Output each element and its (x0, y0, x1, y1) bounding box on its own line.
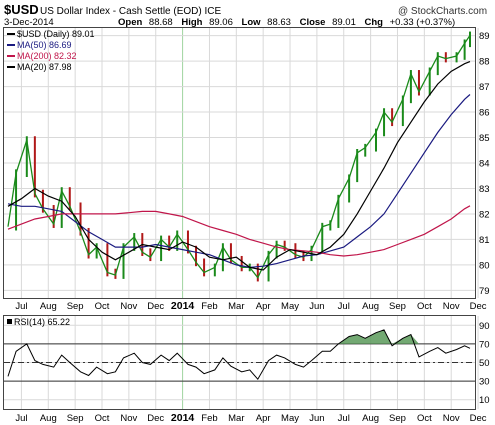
legend-item-3: MA(20) 87.98 (17, 62, 72, 72)
rsi-xtick-2: Sep (67, 413, 84, 424)
rsi-xtick-12: Jul (338, 413, 350, 424)
price-xtick-10: May (281, 301, 299, 312)
rsi-ytick-70: 70 (479, 339, 490, 350)
close-label: Close (300, 17, 326, 28)
rsi-series-group (7, 329, 471, 381)
price-ytick-79: 79 (479, 286, 490, 297)
rsi-xtick-1: Aug (40, 413, 57, 424)
price-ytick-82: 82 (479, 209, 490, 220)
rsi-xtick-17: Dec (470, 413, 487, 424)
rsi-ytick-90: 90 (479, 321, 490, 332)
rsi-ytick-10: 10 (479, 395, 490, 406)
price-xtick-3: Oct (95, 301, 110, 312)
price-xtick-4: Nov (120, 301, 137, 312)
rsi-xtick-4: Nov (120, 413, 137, 424)
series-ma20 (7, 61, 471, 271)
legend-item-0: $USD (Daily) 89.01 (17, 29, 95, 39)
rsi-ytick-50: 50 (479, 358, 490, 369)
price-xtick-0: Jul (15, 301, 27, 312)
price-xtick-7: Feb (201, 301, 217, 312)
rsi-overbought-fill (8, 329, 470, 344)
rsi-xtick-9: Apr (256, 413, 271, 424)
rsi-xtick-10: May (281, 413, 299, 424)
close-value: 89.01 (332, 17, 356, 28)
price-ytick-85: 85 (479, 133, 490, 144)
rsi-ytick-30: 30 (479, 377, 490, 388)
price-xtick-17: Dec (470, 301, 487, 312)
low-value: 88.63 (267, 17, 291, 28)
price-ytick-87: 87 (479, 82, 490, 93)
price-xtick-5: Dec (147, 301, 164, 312)
chart-description: US Dollar Index - Cash Settle (EOD) ICE (40, 6, 221, 17)
rsi-line (7, 329, 471, 381)
price-xtick-2: Sep (67, 301, 84, 312)
high-value: 89.06 (209, 17, 233, 28)
chg-label: Chg (365, 17, 384, 28)
price-ytick-84: 84 (479, 159, 490, 170)
rsi-xtick-5: Dec (147, 413, 164, 424)
rsi-xtick-11: Jun (309, 413, 324, 424)
chart-date: 3-Dec-2014 (4, 17, 54, 28)
price-xtick-9: Apr (256, 301, 271, 312)
price-xtick-14: Sep (389, 301, 406, 312)
rsi-xtick-13: Aug (362, 413, 379, 424)
price-xtick-12: Jul (338, 301, 350, 312)
rsi-xtick-0: Jul (15, 413, 27, 424)
price-ytick-89: 89 (479, 31, 490, 42)
price-xtick-6: 2014 (171, 300, 195, 312)
price-ytick-88: 88 (479, 57, 490, 68)
open-label: Open (118, 17, 142, 28)
price-panel (3, 27, 476, 299)
price-xtick-16: Nov (443, 301, 460, 312)
series-ma200 (7, 205, 471, 257)
chg-value: +0.33 (+0.37%) (390, 17, 456, 28)
open-value: 88.68 (149, 17, 173, 28)
price-series-group (7, 31, 471, 282)
series-ma50 (7, 94, 471, 269)
price-ytick-80: 80 (479, 260, 490, 271)
rsi-label-swatch (7, 319, 12, 324)
price-xtick-15: Oct (417, 301, 432, 312)
price-xtick-8: Mar (228, 301, 244, 312)
price-line (7, 35, 471, 279)
price-xtick-13: Aug (362, 301, 379, 312)
price-ytick-86: 86 (479, 108, 490, 119)
low-label: Low (242, 17, 262, 28)
legend-item-1: MA(50) 86.69 (17, 40, 72, 50)
high-label: High (181, 17, 202, 28)
rsi-xtick-3: Oct (95, 413, 110, 424)
watermark: @ StockCharts.com (398, 6, 487, 17)
rsi-xtick-16: Nov (443, 413, 460, 424)
rsi-xtick-15: Oct (417, 413, 432, 424)
rsi-panel (3, 315, 476, 410)
price-xtick-11: Jun (309, 301, 324, 312)
price-xtick-1: Aug (40, 301, 57, 312)
y-tick-labels: 79 80 81 82 83 84 85 86 87 88 89 10 30 50 70 90 (479, 31, 490, 406)
x-tick-labels: Jul Aug Sep Oct Nov Dec 2014 Feb Mar Apr May Jun Jul… (15, 300, 486, 424)
legend-item-2: MA(200) 82.32 (17, 51, 77, 61)
price-ytick-83: 83 (479, 184, 490, 195)
price-grid (4, 28, 479, 298)
rsi-label: RSI(14) 65.22 (14, 317, 70, 327)
rsi-xtick-7: Feb (201, 413, 217, 424)
price-ytick-81: 81 (479, 235, 490, 246)
rsi-xtick-8: Mar (228, 413, 244, 424)
rsi-xtick-6: 2014 (171, 412, 195, 424)
chart-symbol: $USD (4, 2, 39, 17)
rsi-xtick-14: Sep (389, 413, 406, 424)
svg-text:Open 88.68 High: Open 88.68 High 89.06 Low 88.63 Close 89… (118, 17, 455, 28)
rsi-grid (4, 316, 479, 409)
